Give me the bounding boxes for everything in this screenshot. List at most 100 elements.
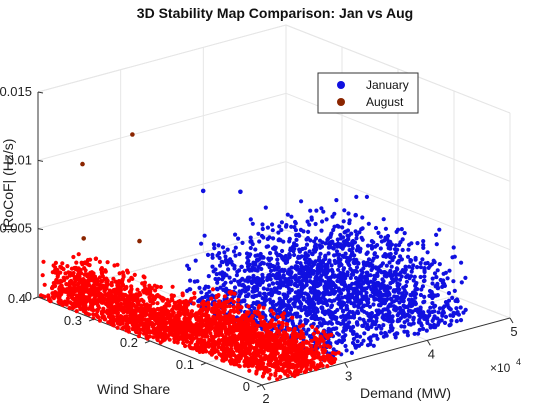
data-point — [192, 295, 197, 300]
data-point — [234, 273, 239, 278]
data-point — [309, 347, 314, 352]
data-point — [408, 322, 413, 327]
data-point — [196, 303, 201, 308]
data-point — [280, 323, 285, 329]
data-point — [383, 298, 388, 303]
data-point — [275, 314, 280, 320]
data-point — [258, 251, 263, 257]
data-point — [41, 259, 46, 264]
data-point — [170, 307, 175, 313]
data-point — [105, 260, 110, 265]
data-point — [226, 267, 231, 272]
data-point — [123, 285, 128, 290]
data-point — [297, 267, 302, 272]
data-point — [341, 266, 347, 271]
data-point — [429, 289, 434, 295]
data-point — [384, 263, 389, 268]
data-point — [351, 272, 356, 277]
y-tick-label: 0.2 — [120, 335, 138, 350]
data-point — [199, 319, 205, 324]
data-point — [330, 272, 336, 278]
data-point — [205, 307, 211, 312]
data-point — [459, 260, 464, 265]
data-point — [153, 288, 158, 293]
data-point — [261, 365, 267, 370]
data-point — [220, 305, 225, 310]
chart-title: 3D Stability Map Comparison: Jan vs Aug — [137, 5, 413, 21]
data-point — [236, 236, 241, 241]
data-point — [256, 231, 261, 236]
data-point — [319, 305, 325, 310]
data-point — [231, 308, 236, 313]
data-point — [266, 273, 271, 278]
data-point — [131, 326, 136, 331]
data-point — [378, 285, 383, 290]
box-edge — [37, 24, 287, 93]
data-point — [258, 354, 263, 359]
data-point — [160, 297, 165, 302]
data-point — [446, 291, 452, 296]
data-point — [182, 329, 187, 334]
data-point — [258, 366, 263, 371]
data-point — [281, 349, 286, 354]
data-point — [426, 309, 431, 314]
data-point — [458, 305, 463, 310]
data-point — [246, 304, 251, 309]
data-point — [337, 302, 343, 307]
data-point — [263, 205, 268, 210]
data-point — [422, 269, 427, 275]
data-point — [375, 283, 380, 288]
data-point — [249, 239, 254, 244]
data-point — [315, 295, 320, 300]
data-point — [334, 249, 340, 254]
data-point — [293, 221, 298, 226]
data-point — [437, 262, 442, 267]
data-point — [326, 268, 331, 273]
data-point — [188, 315, 193, 320]
data-point — [430, 295, 435, 301]
data-point — [156, 315, 161, 320]
data-point — [373, 244, 378, 249]
data-point — [70, 286, 75, 291]
data-point — [89, 307, 94, 312]
data-point — [346, 289, 351, 294]
data-point — [50, 286, 55, 291]
data-point — [250, 338, 255, 343]
data-point — [409, 241, 414, 246]
data-point — [155, 337, 160, 343]
data-point — [357, 343, 362, 348]
data-point — [209, 296, 214, 301]
data-point — [254, 284, 259, 289]
data-point — [202, 233, 207, 238]
data-point — [385, 318, 390, 323]
data-point — [406, 297, 411, 302]
data-point — [284, 322, 289, 327]
data-point — [192, 291, 197, 296]
data-point — [125, 270, 130, 275]
data-point — [322, 347, 327, 352]
data-point — [294, 311, 299, 316]
data-point — [73, 278, 78, 283]
data-point — [278, 269, 283, 274]
data-point — [410, 290, 416, 295]
data-point — [434, 242, 439, 247]
data-point — [342, 243, 347, 248]
data-point — [304, 242, 310, 247]
data-point — [308, 367, 313, 372]
data-point — [115, 299, 120, 304]
data-point — [210, 255, 215, 260]
data-point — [252, 329, 257, 334]
data-point — [287, 255, 292, 260]
y-tick-mark — [32, 296, 39, 300]
data-point — [274, 326, 279, 331]
data-point — [350, 239, 355, 244]
data-point — [365, 243, 371, 248]
data-point — [84, 295, 89, 300]
data-point — [280, 320, 285, 325]
data-point — [368, 293, 373, 298]
data-point — [250, 221, 255, 226]
data-point — [214, 303, 219, 308]
data-point — [68, 280, 73, 285]
data-point — [396, 290, 401, 295]
data-point — [415, 265, 420, 270]
